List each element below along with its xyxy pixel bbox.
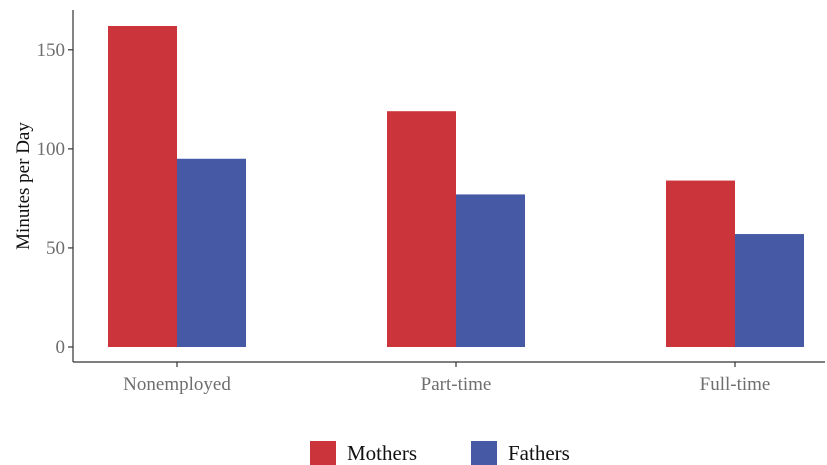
x-tick-label: Nonemployed xyxy=(123,374,231,395)
x-tick-label: Part-time xyxy=(421,374,492,395)
x-tick-label: Full-time xyxy=(700,374,771,395)
legend-label-mothers: Mothers xyxy=(347,441,417,465)
legend: Mothers Fathers xyxy=(310,441,570,465)
bar-fathers-part-time xyxy=(456,194,525,347)
legend-label-fathers: Fathers xyxy=(508,441,570,465)
y-tick-label: 100 xyxy=(37,139,66,160)
bar-mothers-part-time xyxy=(387,111,456,347)
bar-fathers-nonemployed xyxy=(177,158,246,347)
y-axis-ticks: 0 50 100 150 xyxy=(37,40,73,358)
y-tick-label: 50 xyxy=(46,238,65,259)
y-axis-title: Minutes per Day xyxy=(13,122,34,250)
bar-mothers-full-time xyxy=(666,180,735,347)
bar-mothers-nonemployed xyxy=(108,26,177,347)
y-tick-label: 150 xyxy=(37,40,66,61)
bars-group xyxy=(108,26,804,347)
y-tick-label: 0 xyxy=(56,337,66,358)
legend-swatch-mothers xyxy=(310,441,336,465)
bar-fathers-full-time xyxy=(735,234,804,347)
legend-swatch-fathers xyxy=(471,441,497,465)
x-axis-ticks: Nonemployed Part-time Full-time xyxy=(123,362,770,395)
